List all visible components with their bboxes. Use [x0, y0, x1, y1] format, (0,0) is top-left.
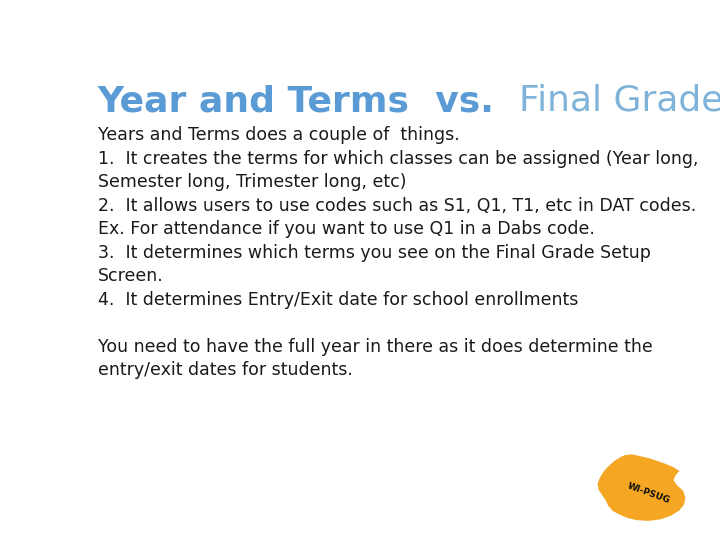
Text: Semester long, Trimester long, etc): Semester long, Trimester long, etc): [98, 173, 406, 191]
Text: Final Grade Setup: Final Grade Setup: [519, 84, 720, 118]
Text: 4.  It determines Entry/Exit date for school enrollments: 4. It determines Entry/Exit date for sch…: [98, 291, 578, 309]
Text: 3.  It determines which terms you see on the Final Grade Setup: 3. It determines which terms you see on …: [98, 244, 651, 262]
Text: entry/exit dates for students.: entry/exit dates for students.: [98, 361, 353, 379]
Text: Years and Terms does a couple of  things.: Years and Terms does a couple of things.: [98, 126, 459, 144]
Text: Ex. For attendance if you want to use Q1 in a Dabs code.: Ex. For attendance if you want to use Q1…: [98, 220, 595, 238]
Text: vs.: vs.: [410, 84, 519, 118]
Text: 1.  It creates the terms for which classes can be assigned (Year long,: 1. It creates the terms for which classe…: [98, 150, 698, 168]
Text: Screen.: Screen.: [98, 267, 163, 285]
Text: Year and Terms: Year and Terms: [98, 84, 410, 118]
Text: WI-PSUG: WI-PSUG: [626, 481, 671, 505]
Polygon shape: [598, 454, 685, 521]
Text: 2.  It allows users to use codes such as S1, Q1, T1, etc in DAT codes.: 2. It allows users to use codes such as …: [98, 197, 696, 215]
Text: You need to have the full year in there as it does determine the: You need to have the full year in there …: [98, 338, 652, 356]
